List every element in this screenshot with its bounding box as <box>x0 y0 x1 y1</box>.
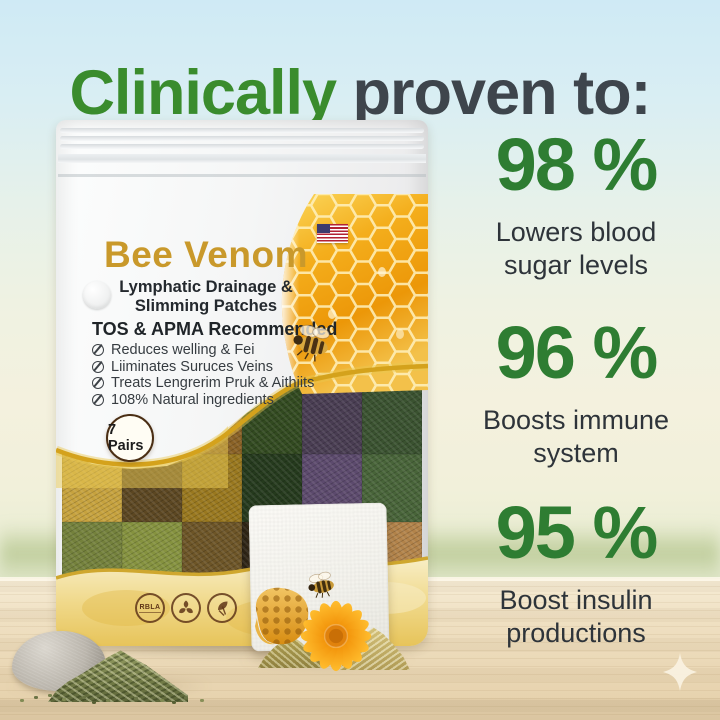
product-subtitle: Lymphatic Drainage & Slimming Patches <box>76 278 336 317</box>
feature-item: Treats Lengrerim Pruk & Aithiits <box>92 375 314 392</box>
headline-rest: proven to: <box>336 58 652 129</box>
feature-text: Treats Lengrerim Pruk & Aithiits <box>111 375 315 392</box>
circle-slash-icon <box>92 393 104 406</box>
sprout-leaf-icon <box>207 593 237 623</box>
feature-item: 108% Natural ingredients <box>92 392 314 409</box>
honeycomb-chunk <box>255 587 309 645</box>
zip-ridge <box>60 136 424 141</box>
herb-tile <box>62 454 122 522</box>
feature-item: Liiminates Suruces Veins <box>92 359 314 376</box>
headline-highlight: Clinically <box>69 58 337 129</box>
herb-tile <box>182 454 242 522</box>
trefoil-leaf-icon <box>171 593 201 623</box>
stat-insulin: 95 % Boost insulin productions <box>430 496 720 650</box>
herb-tile <box>122 454 182 522</box>
stat-immune: 96 % Boosts immune system <box>430 316 720 470</box>
bee-icon <box>293 324 330 362</box>
subtitle-line: Slimming Patches <box>134 297 278 316</box>
circle-slash-icon <box>92 360 104 373</box>
stat-blood-sugar: 98 % Lowers blood sugar levels <box>430 128 720 282</box>
stat-label-line: Lowers blood <box>495 217 657 247</box>
brand-name: Bee Venom <box>104 234 308 275</box>
recommendation-line: TOS & APMA Recommended <box>92 319 338 339</box>
zip-ridge <box>60 128 424 133</box>
herb-tile <box>362 386 422 454</box>
cert-logo-text: RBLA <box>139 603 161 614</box>
circle-slash-icon <box>92 377 104 390</box>
stat-label-line: sugar levels <box>503 249 649 280</box>
stat-label: Boost insulin productions <box>430 584 720 650</box>
calendula-flower <box>300 600 372 672</box>
stat-label: Boosts immune system <box>430 404 720 470</box>
zip-seal <box>58 154 426 163</box>
stat-label: Lowers blood sugar levels <box>430 216 720 282</box>
us-flag-icon <box>317 224 348 243</box>
feature-item: Reduces welling & Fei <box>92 342 314 359</box>
feature-text: Liiminates Suruces Veins <box>111 358 273 375</box>
stat-value: 95 % <box>495 491 659 574</box>
bee-icon <box>308 571 334 598</box>
headline: Clinically proven to: <box>0 60 720 126</box>
sparkle-icon <box>663 653 697 691</box>
embossed-dot <box>83 281 111 309</box>
table-front-shade <box>0 700 720 720</box>
stat-value: 96 % <box>495 311 659 394</box>
stat-label-line: Boost insulin <box>499 585 653 615</box>
feature-text: Reduces welling & Fei <box>111 342 255 359</box>
certification-logos: RBLA <box>135 593 237 623</box>
circle-slash-icon <box>92 344 104 357</box>
feature-list: Reduces welling & Fei Liiminates Suruces… <box>92 342 314 408</box>
zip-seal-line <box>58 174 426 177</box>
feature-text: 108% Natural ingredients <box>111 391 274 408</box>
stat-label-line: system <box>533 437 619 468</box>
rbla-cert-logo: RBLA <box>135 593 165 623</box>
herb-crumbs <box>48 694 52 697</box>
zip-ridge <box>60 144 424 149</box>
pairs-count-badge: 7 Pairs <box>106 414 154 462</box>
product-pouch: Bee Venom Lymphatic Drainage & Slimming … <box>56 120 428 646</box>
stat-label-line: productions <box>506 617 646 648</box>
stat-value: 98 % <box>495 123 659 206</box>
subtitle-line: Lymphatic Drainage & <box>119 278 293 296</box>
stat-label-line: Boosts immune <box>482 405 670 435</box>
pairs-count-text: 7 Pairs <box>108 422 144 454</box>
